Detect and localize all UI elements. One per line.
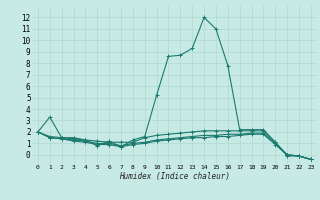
X-axis label: Humidex (Indice chaleur): Humidex (Indice chaleur) xyxy=(119,172,230,181)
